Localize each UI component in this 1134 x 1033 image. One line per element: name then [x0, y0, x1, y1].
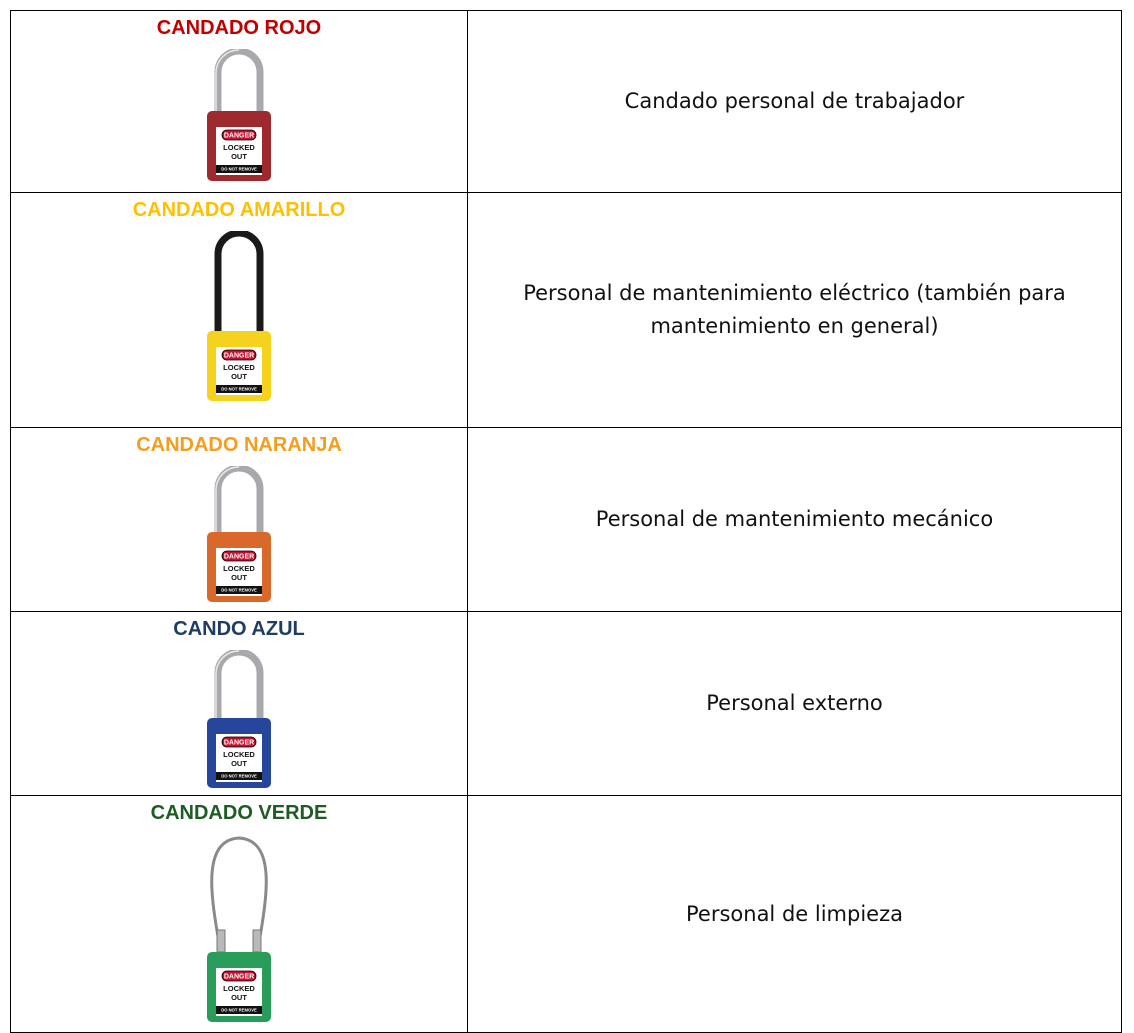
danger-text: DANGER [224, 739, 254, 746]
table-row: CANDADO VERDE DANGER LOCKED OUT DO NOT REMOV… [10, 795, 1122, 1033]
lock-title: CANDO AZUL [173, 618, 305, 640]
description: Personal externo [706, 691, 883, 715]
remove-text: DO NOT REMOVE [221, 588, 257, 593]
danger-badge [221, 349, 257, 361]
lock-title: CANDADO AMARILLO [132, 199, 346, 221]
table-row: CANDADO ROJO DANGER LOCKED OUT DO NOT REMOVE… [10, 10, 1122, 193]
shackle [214, 466, 264, 536]
danger-badge [221, 129, 257, 141]
locked-text: LOCKED [223, 564, 255, 573]
danger-text: DANGER [224, 973, 254, 980]
table-row: CANDO AZUL DANGER LOCKED OUT DO NOT REMOVE Pe… [10, 611, 1122, 796]
description-cell: Personal de mantenimiento mecánico [467, 427, 1122, 612]
shackle-shine [215, 466, 240, 532]
danger-badge [221, 550, 257, 562]
danger-text: DANGER [224, 132, 254, 139]
out-text: OUT [231, 152, 247, 161]
lock-cell: CANDADO NARANJA DANGER LOCKED OUT DO NOT REM… [10, 427, 468, 612]
remove-band [216, 165, 262, 173]
description-cell: Candado personal de trabajador [467, 10, 1122, 193]
remove-band [216, 772, 262, 780]
description: Personal de limpieza [686, 901, 903, 926]
danger-text: DANGER [224, 352, 254, 359]
remove-band [216, 1006, 262, 1014]
danger-badge [221, 970, 257, 982]
locked-text: LOCKED [223, 750, 255, 759]
out-text: OUT [231, 573, 247, 582]
lock-cell: CANDADO ROJO DANGER LOCKED OUT DO NOT REMOVE [10, 10, 468, 193]
table-row: CANDADO AMARILLO DANGER LOCKED OUT DO NOT RE… [10, 192, 1122, 428]
description-cell: Personal de limpieza [467, 795, 1122, 1033]
lock-title: CANDADO VERDE [150, 802, 328, 824]
description-cell: Personal de mantenimiento eléctrico (tam… [467, 192, 1122, 428]
shackle-shine [215, 650, 240, 718]
remove-band [216, 586, 262, 594]
lock-cell: CANDO AZUL DANGER LOCKED OUT DO NOT REMOVE [10, 611, 468, 796]
description: Personal de mantenimiento eléctrico (tam… [523, 281, 1066, 338]
danger-text: DANGER [224, 553, 254, 560]
shackle-shine [215, 49, 240, 111]
ferrule [252, 929, 262, 953]
remove-band [216, 385, 262, 393]
padlock-table: CANDADO ROJO DANGER LOCKED OUT DO NOT REMOVE… [10, 10, 1122, 1033]
lock-title: CANDADO ROJO [156, 17, 322, 39]
out-text: OUT [231, 993, 247, 1002]
description: Personal de mantenimiento mecánico [595, 507, 994, 531]
description: Candado personal de trabajador [624, 89, 965, 113]
ferrule [216, 929, 226, 953]
shackle [214, 49, 264, 115]
out-text: OUT [231, 759, 247, 768]
table-row: CANDADO NARANJA DANGER LOCKED OUT DO NOT REM… [10, 427, 1122, 612]
out-text: OUT [231, 372, 247, 381]
shackle [214, 650, 264, 722]
lock-cell: CANDADO AMARILLO DANGER LOCKED OUT DO NOT RE… [10, 192, 468, 428]
cable-shackle [210, 836, 268, 953]
remove-text: DO NOT REMOVE [221, 387, 257, 392]
locked-text: LOCKED [223, 143, 255, 152]
locked-text: LOCKED [223, 363, 255, 372]
shackle [214, 231, 264, 335]
table-body: CANDADO ROJO DANGER LOCKED OUT DO NOT REMOVE… [10, 10, 1122, 1033]
remove-text: DO NOT REMOVE [221, 1008, 257, 1013]
remove-text: DO NOT REMOVE [221, 774, 257, 779]
lock-cell: CANDADO VERDE DANGER LOCKED OUT DO NOT REMOV… [10, 795, 468, 1033]
remove-text: DO NOT REMOVE [221, 167, 257, 172]
danger-badge [221, 736, 257, 748]
description-cell: Personal externo [467, 611, 1122, 796]
locked-text: LOCKED [223, 984, 255, 993]
lock-title: CANDADO NARANJA [136, 434, 342, 456]
